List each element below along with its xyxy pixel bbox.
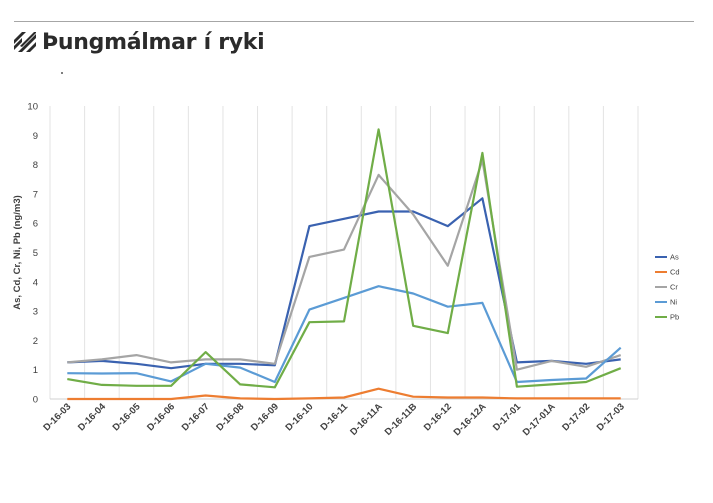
top-rule	[14, 21, 694, 22]
y-tick-label: 9	[33, 131, 38, 142]
series-line-ni	[67, 285, 622, 384]
x-tick-label: D-17-03	[595, 401, 627, 433]
legend-label-cr: Cr	[670, 283, 678, 292]
y-tick-label: 6	[33, 219, 38, 230]
x-tick-label: D-16-12	[422, 401, 454, 433]
series-line-cr	[67, 159, 622, 371]
legend-label-as: As	[670, 253, 679, 262]
y-tick-label: 4	[33, 277, 38, 288]
x-tick-label: D-16-11A	[348, 401, 385, 438]
series-line-as	[67, 197, 621, 370]
y-tick-label: 0	[33, 395, 38, 406]
x-tick-label: D-17-01	[491, 401, 524, 434]
heading: Þungmálmar í ryki	[14, 28, 265, 56]
hatch-logo-icon	[14, 32, 36, 52]
x-tick-label: D-17-01A	[521, 401, 558, 438]
x-tick-label: D-16-03	[41, 401, 73, 433]
x-tick-label: D-17-02	[560, 401, 592, 433]
legend-label-ni: Ni	[670, 298, 677, 307]
x-tick-label: D-16-11B	[383, 401, 420, 438]
x-tick-label: D-16-04	[76, 401, 109, 434]
page-title: Þungmálmar í ryki	[42, 29, 265, 55]
x-tick-label: D-16-06	[145, 401, 177, 433]
y-tick-label: 3	[33, 307, 38, 318]
y-tick-label: 1	[33, 365, 38, 376]
y-tick-label: 10	[27, 102, 38, 113]
x-tick-label: D-16-09	[249, 401, 281, 433]
x-tick-label: D-16-05	[111, 401, 144, 434]
y-axis-label: As, Cd, Cr, Ni, Pb (ng/m3)	[12, 195, 23, 310]
y-tick-label: 7	[33, 189, 38, 200]
legend-label-pb: Pb	[670, 313, 679, 322]
x-tick-label: D-16-07	[180, 401, 212, 433]
grid-layer	[49, 106, 639, 400]
x-tick-label: D-16-12A	[452, 401, 489, 438]
series-layer	[67, 128, 622, 401]
y-tick-label: 5	[33, 248, 38, 259]
legend-label-cd: Cd	[670, 268, 680, 277]
y-axis-ticks: 0 1 2 3 4 5 6 7 8 9 10	[27, 102, 38, 406]
x-tick-label: D-16-10	[283, 401, 315, 433]
x-tick-label: D-16-11	[318, 401, 350, 433]
series-line-cd	[67, 387, 621, 401]
y-tick-label: 8	[33, 160, 38, 171]
y-tick-label: 2	[33, 336, 38, 347]
stray-dot	[61, 72, 63, 74]
series-line-pb	[67, 128, 622, 389]
x-axis-ticks: D-16-03 D-16-04 D-16-05 D-16-06 D-16-07 D-16-…	[41, 401, 626, 438]
x-tick-label: D-16-08	[214, 401, 246, 433]
legend: As Cd Cr Ni Pb	[655, 253, 680, 322]
